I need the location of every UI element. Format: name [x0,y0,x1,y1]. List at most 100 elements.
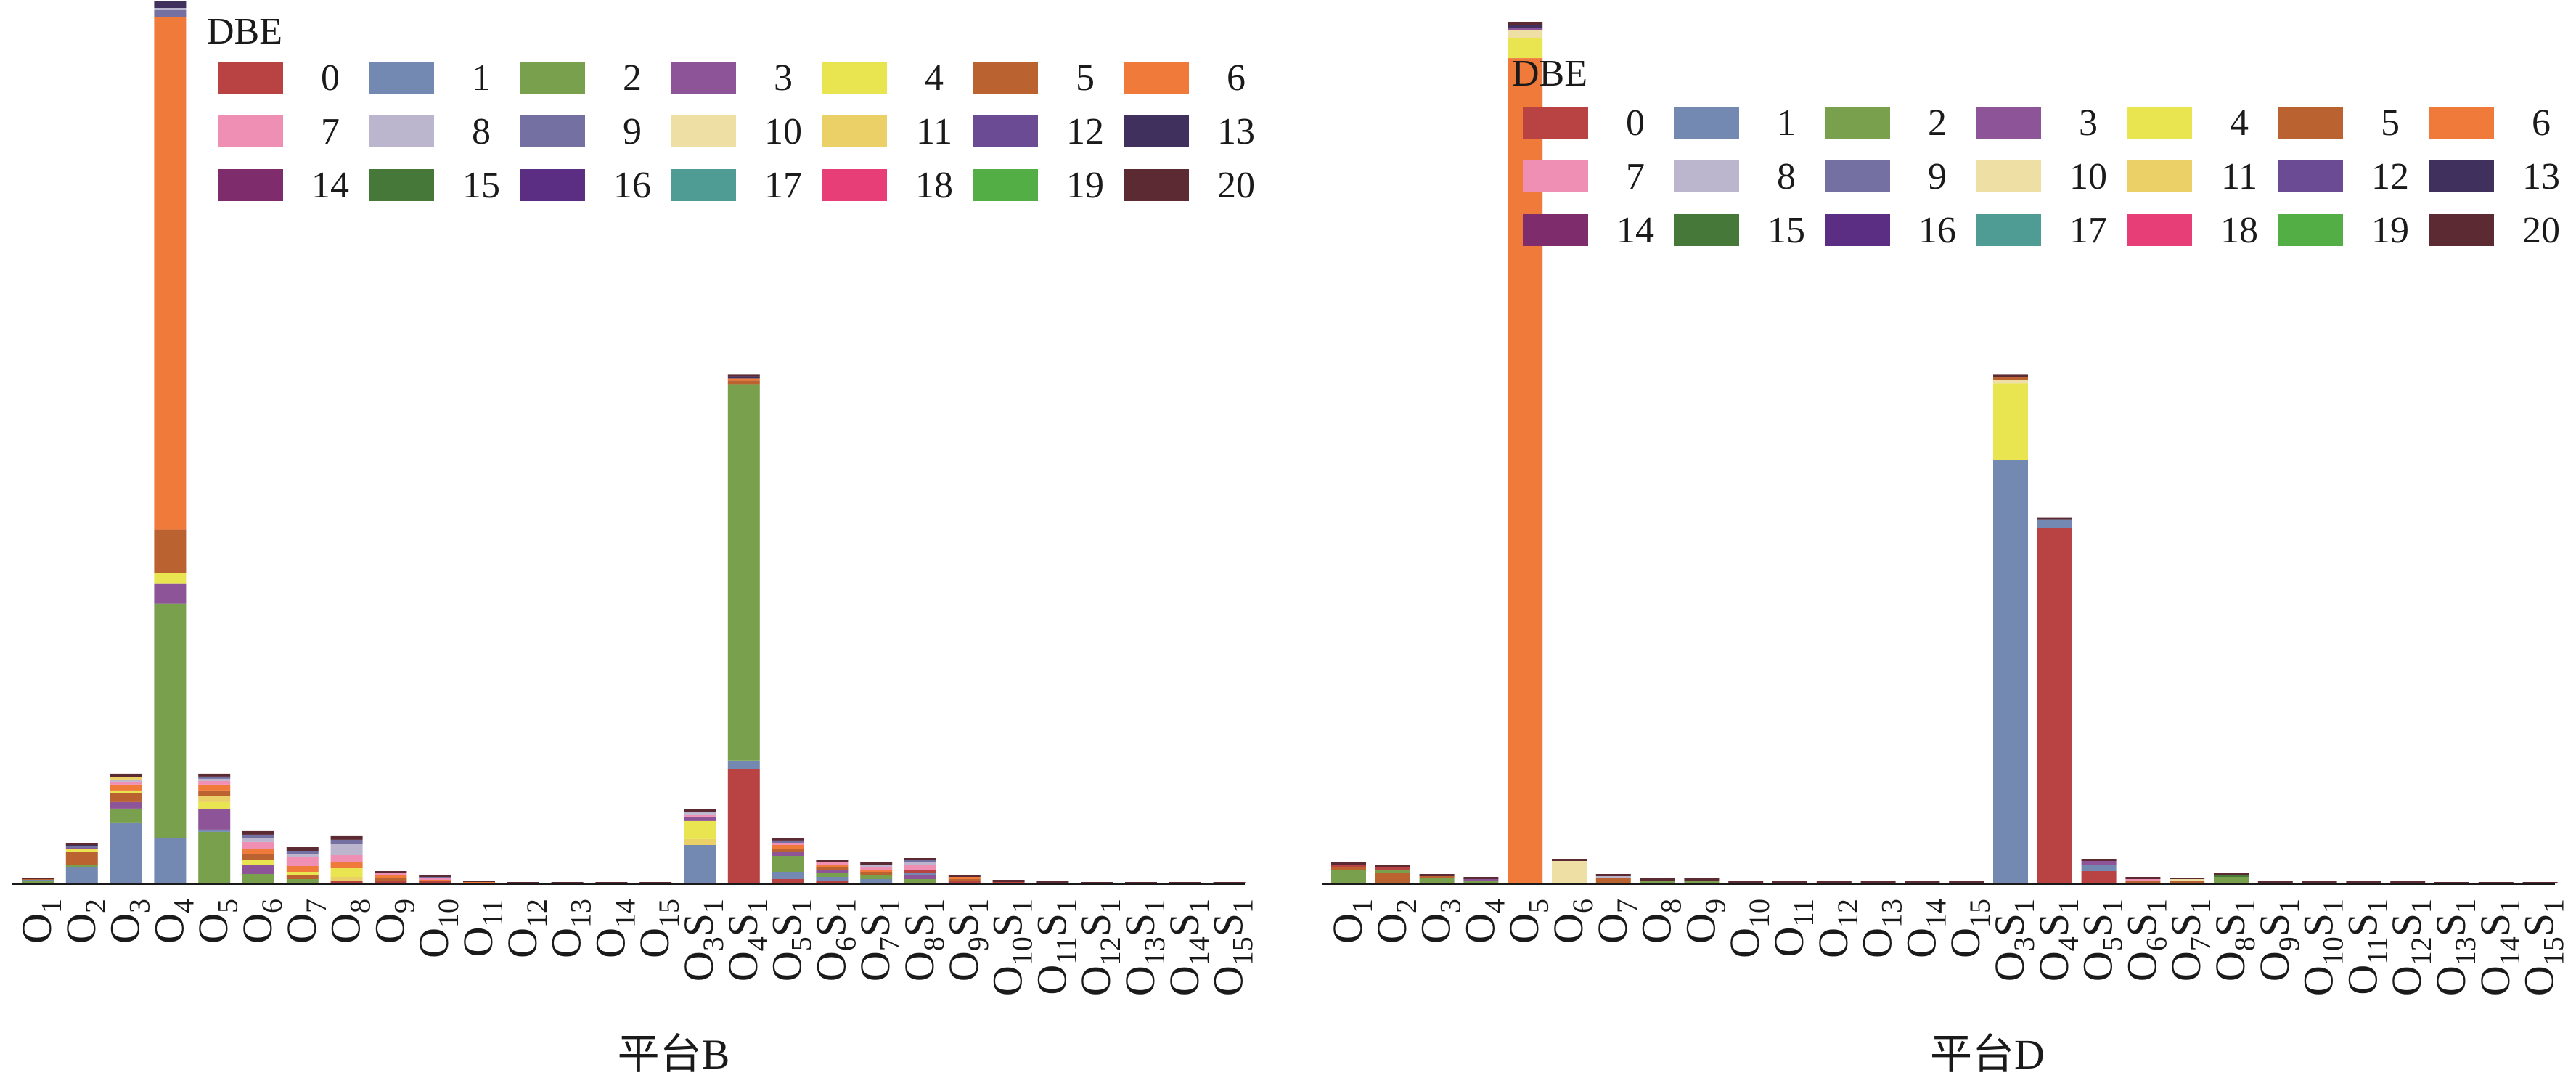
legend-item-dbe-6: 6 [1124,57,1246,99]
legend-label: 15 [1767,210,1805,251]
bar-segment-dbe-2 [154,603,187,838]
legend-swatch [1976,214,2041,246]
legend-label: 20 [1217,165,1255,206]
bar-segment-dbe-7 [330,855,363,862]
bar-20 [904,858,936,883]
x-tick-label: O12 [1810,899,1864,958]
x-tick-label: O9S1 [2251,899,2305,981]
bar-segment-dbe-9 [198,776,231,779]
bar-segment-dbe-7 [816,862,849,865]
legend-swatch [520,169,585,201]
bar-segment-dbe-20 [2214,873,2249,875]
legend-label: 15 [462,165,500,206]
legend-swatch [1825,160,1890,192]
bar-segment-dbe-9 [330,840,363,844]
legend-item-dbe-3: 3 [671,57,793,99]
x-tick-label: O7S1 [851,899,906,981]
bar-segment-dbe-13 [727,376,760,379]
x-tick-label: O8 [322,899,377,944]
x-tick-label: O1 [13,899,68,944]
bar-segment-dbe-5 [1331,867,1366,870]
bar-25 [1125,882,1157,883]
legend-label: 16 [1918,210,1956,251]
x-tick-label: O12 [499,899,553,958]
bar-segment-dbe-5 [242,854,274,860]
bar-segment-dbe-20 [1640,878,1675,881]
legend-label: 5 [2381,102,2400,144]
bar-segment-dbe-2 [1375,870,1410,873]
legend-swatch [973,62,1038,94]
x-tick-label: O5 [1500,899,1555,944]
bar-segment-dbe-3 [816,870,849,873]
bar-segment-dbe-1 [65,867,98,883]
bar-segment-dbe-20 [2170,878,2205,879]
bar-segment-dbe-7 [242,842,274,849]
bar-12 [1860,881,1896,883]
legend-swatch [520,115,585,147]
legend-label: 14 [1616,210,1654,251]
legend-label: 11 [2221,156,2257,197]
bar-segment-dbe-8 [330,844,363,855]
legend-swatch [1976,160,2041,192]
bar-segment-dbe-3 [110,801,142,809]
legend-swatch [2429,160,2494,192]
legend-swatch [369,115,434,147]
bar-3 [154,1,187,883]
bar-25 [2434,882,2469,883]
legend-swatch [369,62,434,94]
x-tick-label: O12S1 [1072,899,1127,996]
bar-segment-dbe-1 [772,872,804,879]
legend-swatch [218,169,283,201]
bar-15 [1993,374,2028,883]
legend-item-dbe-11: 11 [822,111,952,152]
legend-swatch [973,115,1038,147]
bar-segment-dbe-20 [2125,877,2161,879]
x-tick-label: O9 [1677,899,1731,944]
bar-segment-dbe-20 [2302,881,2337,883]
bar-segment-dbe-2 [816,873,849,877]
legend-swatch [2278,107,2343,139]
bar-segment-dbe-0 [1331,865,1366,867]
bar-segment-dbe-8 [154,8,187,10]
x-tick-label: O7 [278,899,332,944]
bar-segment-dbe-3 [1508,28,1543,30]
x-tick-label: O8S1 [2207,899,2261,981]
legend-swatch [671,115,736,147]
legend-swatch [1674,214,1739,246]
bar-segment-dbe-20 [1684,878,1720,881]
bar-segment-dbe-0 [2037,528,2072,883]
x-tick-label: O6S1 [2118,899,2172,981]
bar-segment-dbe-5 [110,793,142,802]
bar-segment-dbe-5 [816,867,849,870]
x-tick-label: O11 [1765,899,1820,957]
bar-segment-dbe-2 [242,874,274,883]
bar-segment-dbe-5 [2170,881,2205,883]
bar-26 [2478,882,2514,883]
bar-segment-dbe-2 [1331,870,1366,883]
legend-label: 9 [1928,156,1947,197]
bar-segment-dbe-5 [65,852,98,865]
bar-segment-dbe-0 [2081,871,2117,883]
bar-segment-dbe-2 [727,384,760,761]
bar-segment-dbe-20 [1860,881,1896,883]
bar-segment-dbe-20 [2257,881,2293,883]
legend-item-dbe-0: 0 [218,57,340,99]
bar-segment-dbe-6 [419,880,451,881]
x-tick-label: O5S1 [2074,899,2129,981]
bar-21 [2257,881,2293,883]
x-tick-label: O8 [1633,899,1688,944]
legend-swatch [1523,160,1588,192]
legend-item-dbe-4: 4 [2127,102,2249,144]
bar-segment-dbe-9 [772,841,804,843]
bar-segment-dbe-20 [595,882,628,883]
legend-item-dbe-2: 2 [520,57,642,99]
bar-8 [1684,878,1720,883]
bar-segment-dbe-5 [286,875,319,879]
legend-swatch [671,62,736,94]
bar-segment-dbe-2 [1463,881,1499,883]
bar-segment-dbe-20 [2478,882,2514,883]
x-tick-label: O3S1 [1986,899,2040,981]
bar-14 [639,882,672,883]
legend-item-dbe-3: 3 [1976,102,2098,144]
